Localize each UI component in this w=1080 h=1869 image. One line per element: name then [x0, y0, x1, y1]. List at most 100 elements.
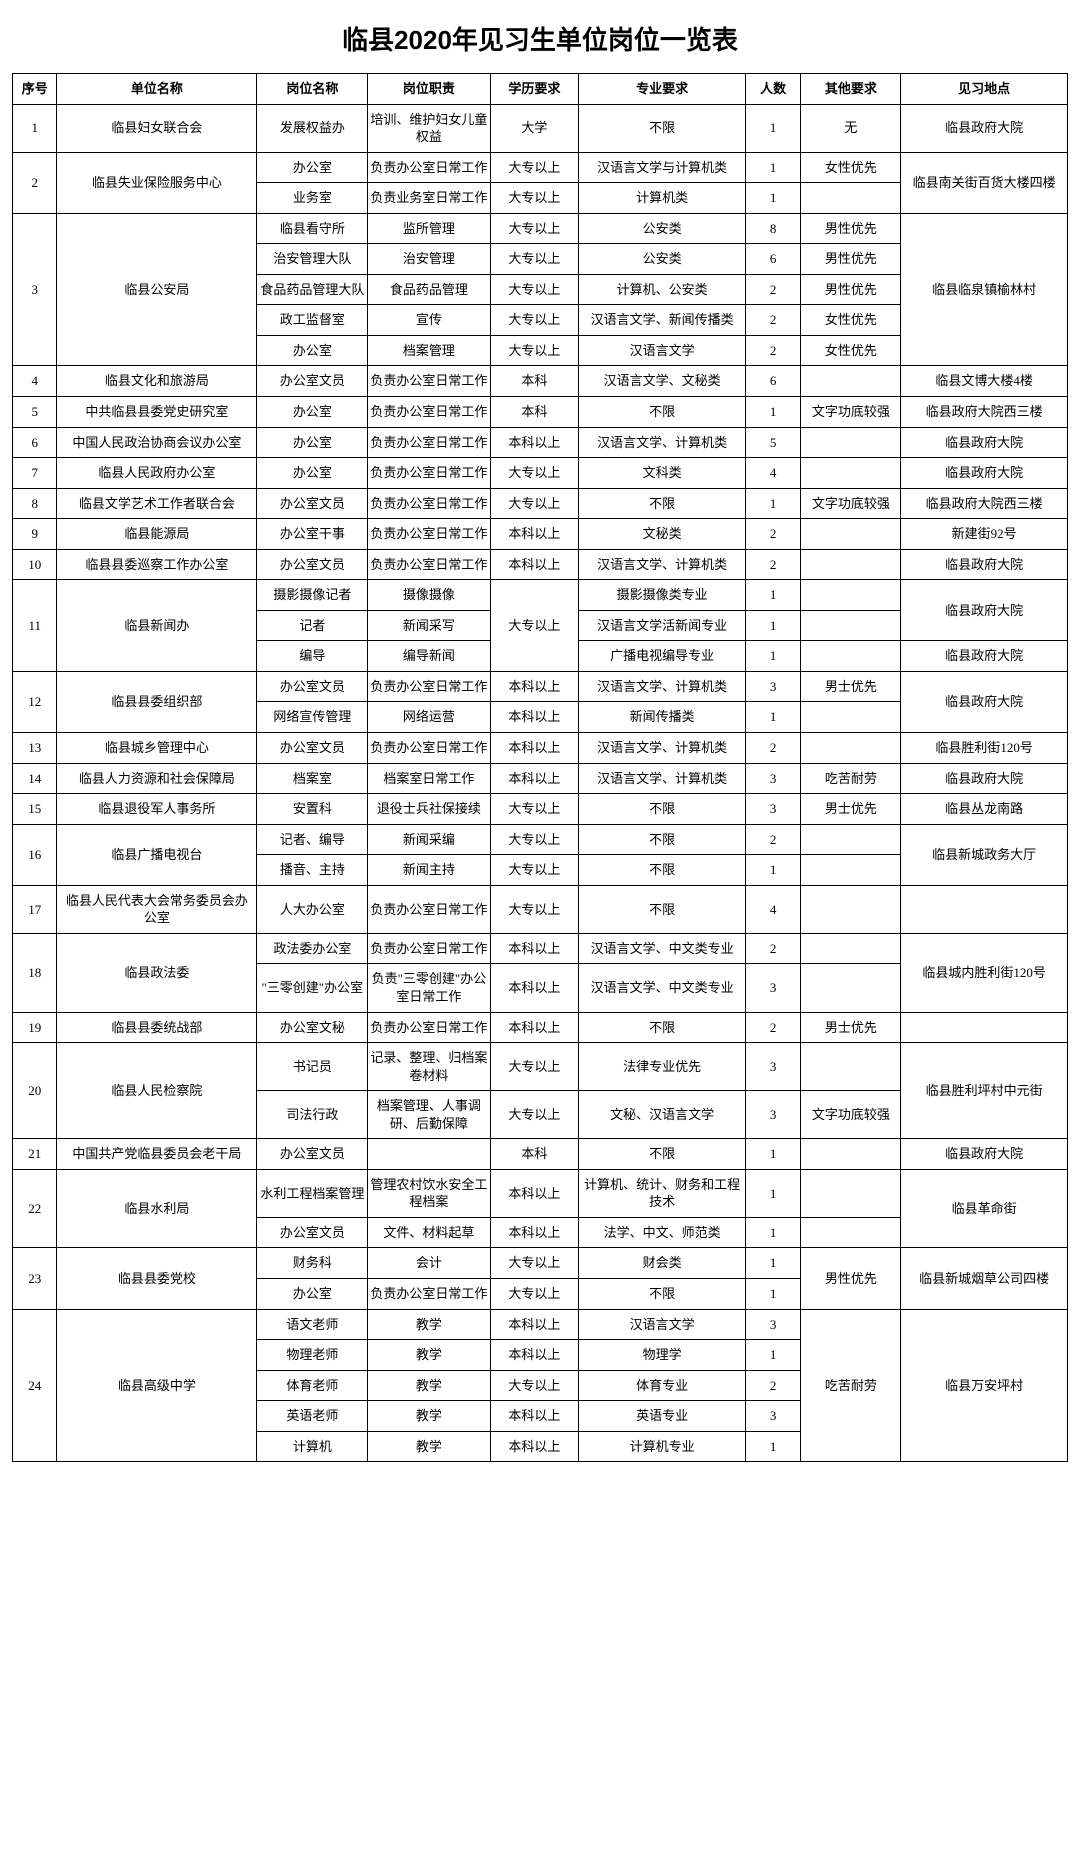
cell-duty: 教学: [368, 1431, 490, 1462]
cell-edu: 大专以上: [490, 335, 579, 366]
cell-major: 广播电视编导专业: [579, 641, 746, 672]
cell-num: 1: [745, 1340, 801, 1371]
cell-edu: 大学: [490, 104, 579, 152]
cell-major: 不限: [579, 104, 746, 152]
cell-num: 1: [745, 702, 801, 733]
cell-other: [801, 702, 901, 733]
cell-duty: 负责办公室日常工作: [368, 427, 490, 458]
cell-duty: 食品药品管理: [368, 274, 490, 305]
cell-edu: 大专以上: [490, 1370, 579, 1401]
cell-position: 办公室文员: [257, 733, 368, 764]
cell-location: 新建街92号: [901, 519, 1068, 550]
cell-other: 男士优先: [801, 1012, 901, 1043]
cell-duty: 记录、整理、归档案卷材料: [368, 1043, 490, 1091]
column-header: 序号: [13, 74, 57, 105]
cell-position: 水利工程档案管理: [257, 1169, 368, 1217]
table-row: 23临县县委党校财务科会计大专以上财会类1男性优先临县新城烟草公司四楼: [13, 1248, 1068, 1279]
cell-position: 体育老师: [257, 1370, 368, 1401]
cell-num: 2: [745, 1370, 801, 1401]
cell-position: 临县看守所: [257, 213, 368, 244]
cell-position: 司法行政: [257, 1091, 368, 1139]
cell-major: 不限: [579, 824, 746, 855]
cell-edu: 本科以上: [490, 933, 579, 964]
cell-location: [901, 885, 1068, 933]
cell-major: 不限: [579, 885, 746, 933]
table-row: 9临县能源局办公室干事负责办公室日常工作本科以上文秘类2新建街92号: [13, 519, 1068, 550]
cell-position: 政法委办公室: [257, 933, 368, 964]
cell-num: 3: [745, 763, 801, 794]
table-row: 21中国共产党临县委员会老干局办公室文员本科不限1临县政府大院: [13, 1139, 1068, 1170]
cell-major: 摄影摄像类专业: [579, 580, 746, 611]
cell-duty: 新闻采写: [368, 610, 490, 641]
cell-location: 临县政府大院西三楼: [901, 397, 1068, 428]
cell-num: 6: [745, 244, 801, 275]
cell-edu: 大专以上: [490, 1043, 579, 1091]
cell-major: 物理学: [579, 1340, 746, 1371]
cell-org: 中国共产党临县委员会老干局: [57, 1139, 257, 1170]
cell-num: 2: [745, 335, 801, 366]
cell-num: 3: [745, 1091, 801, 1139]
cell-other: [801, 733, 901, 764]
column-header: 岗位职责: [368, 74, 490, 105]
cell-edu: 大专以上: [490, 580, 579, 672]
cell-duty: 摄像摄像: [368, 580, 490, 611]
cell-seq: 5: [13, 397, 57, 428]
cell-edu: 大专以上: [490, 458, 579, 489]
cell-edu: 大专以上: [490, 213, 579, 244]
cell-edu: 大专以上: [490, 183, 579, 214]
cell-edu: 本科以上: [490, 763, 579, 794]
cell-other: 吃苦耐劳: [801, 763, 901, 794]
cell-edu: 大专以上: [490, 305, 579, 336]
cell-other: 男性优先: [801, 1248, 901, 1309]
cell-num: 2: [745, 1012, 801, 1043]
cell-org: 临县县委组织部: [57, 671, 257, 732]
cell-major: 财会类: [579, 1248, 746, 1279]
cell-other: 文字功底较强: [801, 397, 901, 428]
cell-seq: 17: [13, 885, 57, 933]
cell-position: 办公室文员: [257, 671, 368, 702]
cell-position: 办公室: [257, 427, 368, 458]
cell-num: 1: [745, 580, 801, 611]
cell-major: 不限: [579, 488, 746, 519]
table-row: 11临县新闻办摄影摄像记者摄像摄像大专以上摄影摄像类专业1临县政府大院: [13, 580, 1068, 611]
cell-other: [801, 641, 901, 672]
cell-duty: 新闻主持: [368, 855, 490, 886]
cell-seq: 6: [13, 427, 57, 458]
cell-edu: 本科: [490, 1139, 579, 1170]
table-body: 1临县妇女联合会发展权益办培训、维护妇女儿童权益大学不限1无临县政府大院2临县失…: [13, 104, 1068, 1462]
table-row: 24临县高级中学语文老师教学本科以上汉语言文学3吃苦耐劳临县万安坪村: [13, 1309, 1068, 1340]
table-row: 5中共临县县委党史研究室办公室负责办公室日常工作本科不限1文字功底较强临县政府大…: [13, 397, 1068, 428]
cell-duty: 负责办公室日常工作: [368, 152, 490, 183]
cell-major: 法律专业优先: [579, 1043, 746, 1091]
cell-duty: 负责办公室日常工作: [368, 1012, 490, 1043]
cell-major: 不限: [579, 794, 746, 825]
cell-edu: 本科: [490, 397, 579, 428]
cell-num: 3: [745, 1401, 801, 1432]
cell-edu: 大专以上: [490, 1091, 579, 1139]
cell-major: 汉语言文学、中文类专业: [579, 964, 746, 1012]
cell-other: [801, 824, 901, 855]
table-row: 14临县人力资源和社会保障局档案室档案室日常工作本科以上汉语言文学、计算机类3吃…: [13, 763, 1068, 794]
cell-seq: 3: [13, 213, 57, 366]
cell-major: 体育专业: [579, 1370, 746, 1401]
cell-edu: 大专以上: [490, 855, 579, 886]
cell-num: 3: [745, 794, 801, 825]
cell-major: 汉语言文学: [579, 1309, 746, 1340]
cell-position: 办公室: [257, 335, 368, 366]
cell-position: 人大办公室: [257, 885, 368, 933]
cell-seq: 8: [13, 488, 57, 519]
cell-other: 女性优先: [801, 335, 901, 366]
table-row: 18临县政法委政法委办公室负责办公室日常工作本科以上汉语言文学、中文类专业2临县…: [13, 933, 1068, 964]
cell-seq: 1: [13, 104, 57, 152]
cell-org: 临县失业保险服务中心: [57, 152, 257, 213]
cell-duty: 负责办公室日常工作: [368, 519, 490, 550]
cell-org: 临县县委统战部: [57, 1012, 257, 1043]
cell-other: 文字功底较强: [801, 488, 901, 519]
cell-other: [801, 1043, 901, 1091]
column-header: 岗位名称: [257, 74, 368, 105]
cell-location: 临县临泉镇榆林村: [901, 213, 1068, 366]
cell-location: 临县政府大院: [901, 763, 1068, 794]
table-row: 19临县县委统战部办公室文秘负责办公室日常工作本科以上不限2男士优先: [13, 1012, 1068, 1043]
cell-other: [801, 519, 901, 550]
cell-major: 计算机、统计、财务和工程技术: [579, 1169, 746, 1217]
